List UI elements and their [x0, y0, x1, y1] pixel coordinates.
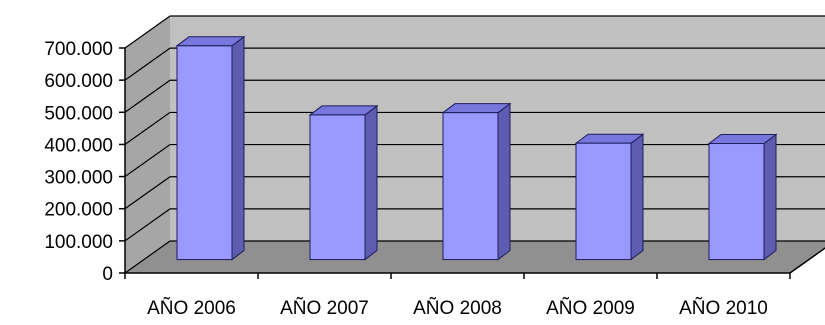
bar-side: [630, 133, 644, 261]
bar: [707, 133, 778, 261]
bar-front: [575, 142, 632, 261]
gridline-diagonal: [124, 111, 171, 145]
bar: [308, 104, 379, 261]
y-tick-label: 300.000: [44, 168, 113, 189]
x-tick-label: AÑO 2008: [413, 297, 502, 319]
axes: [119, 47, 825, 279]
bar-front: [442, 112, 499, 261]
x-tick-label: AÑO 2010: [679, 297, 768, 319]
y-tick-label: 200.000: [44, 200, 113, 221]
y-tick-label: 600.000: [44, 71, 113, 92]
bar-top: [308, 105, 379, 116]
gridline-diagonal: [124, 144, 171, 178]
bar-top: [175, 36, 246, 47]
bar-side: [364, 104, 378, 261]
gridline-diagonal: [124, 240, 171, 274]
y-tick-label: 100.000: [44, 232, 113, 253]
chart-left-wall: [125, 16, 170, 273]
gridline-diagonal: [124, 47, 171, 81]
x-tick-label: AÑO 2009: [546, 297, 635, 319]
bar-top: [574, 133, 645, 144]
x-axis-tick-labels: AÑO 2006 AÑO 2007 AÑO 2008 AÑO 2009 AÑO 2010: [147, 297, 768, 319]
y-axis-tick-labels: 0 100.000 200.000 300.000 400.000 500.000 600.…: [44, 39, 113, 285]
bar-top: [707, 134, 778, 145]
bar-front: [176, 45, 233, 261]
bar-side: [497, 102, 511, 261]
gridline-diagonal: [124, 176, 171, 210]
gridline-diagonal: [124, 79, 171, 113]
y-tick-label: 0: [102, 264, 113, 285]
bar: [574, 133, 645, 261]
floor-edge: [789, 247, 825, 274]
bars: [175, 35, 778, 261]
bar: [441, 102, 512, 261]
bar-side: [763, 133, 777, 261]
gridline-diagonal: [124, 208, 171, 242]
y-tick-label: 500.000: [44, 103, 113, 124]
x-tick-label: AÑO 2007: [280, 297, 369, 319]
x-tick-label: AÑO 2006: [147, 297, 236, 319]
y-tick-label: 400.000: [44, 135, 113, 156]
bar: [175, 35, 246, 261]
bar-front: [309, 114, 366, 261]
gridline-diagonal: [124, 15, 171, 49]
bar-top: [441, 103, 512, 114]
bar-side: [231, 35, 245, 261]
bar-front: [708, 143, 765, 261]
y-tick-label: 700.000: [44, 39, 113, 60]
